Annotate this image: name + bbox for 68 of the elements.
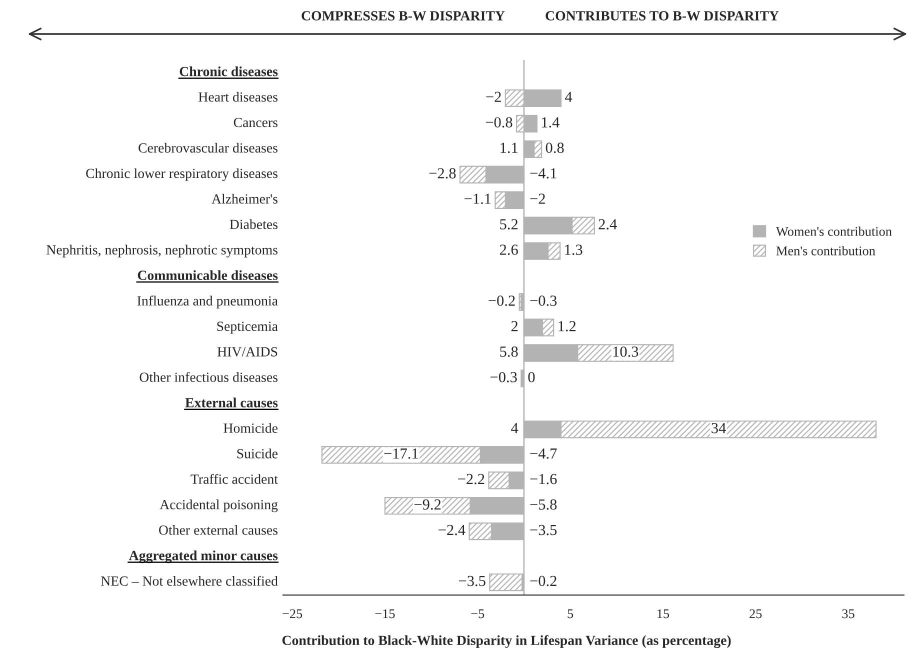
x-tick-label: 5 — [568, 609, 574, 618]
y-tick-label: Chronic diseases — [180, 66, 278, 76]
data-label: −2 — [486, 92, 501, 102]
data-label: 2.4 — [598, 219, 617, 230]
data-label: −0.3 — [490, 372, 517, 382]
y-tick-label: NEC – Not elsewhere classified — [100, 576, 278, 586]
y-tick-label: Other external causes — [159, 525, 278, 535]
y-tick-label: Septicemia — [217, 322, 278, 334]
data-label: −0.2 — [530, 576, 556, 586]
y-tick-label: Aggregated minor causes — [128, 550, 278, 564]
data-label: 4 — [565, 92, 572, 102]
y-tick-label: Accidental poisoning — [160, 500, 278, 512]
data-label: −0.3 — [530, 296, 557, 306]
y-tick-label: Alzheimer's — [212, 194, 278, 204]
data-label: −3.5 — [459, 576, 486, 586]
data-label: −4.1 — [530, 168, 556, 179]
data-label: −9.2 — [414, 499, 441, 510]
text: CONTRIBUTES TO B-W DISPARITY — [546, 11, 779, 21]
legend-label: Women's contribution — [776, 226, 892, 236]
data-label: −0.2 — [488, 296, 515, 306]
y-tick-label: Influenza and pneumonia — [137, 296, 278, 308]
data-label: 1.4 — [542, 117, 560, 128]
x-axis-title: Contribution to Black-White Disparity in Lifespan Variance (as percentage) — [282, 635, 731, 648]
y-tick-label: Communicable diseases — [138, 270, 278, 280]
data-label: 1.3 — [565, 244, 582, 255]
y-tick-label: Nephritis, nephrosis, nephrotic symptoms — [46, 244, 278, 258]
data-label: −1.6 — [530, 474, 557, 484]
text: COMPRESSES B-W DISPARITY — [302, 11, 505, 21]
bar — [489, 573, 523, 592]
data-label: −2 — [530, 194, 545, 204]
y-tick-label: HIV/AIDS — [217, 347, 278, 357]
data-label: −2.8 — [429, 168, 456, 179]
y-tick-label: Chronic lower respiratory diseases — [86, 168, 278, 181]
x-tick-label: −15 — [375, 609, 395, 618]
x-tick-label: 15 — [658, 609, 670, 618]
data-label: 4 — [511, 423, 518, 434]
data-label: −2.4 — [438, 524, 466, 536]
x-tick-label: −25 — [282, 609, 302, 618]
legend-label: Men's contribution — [776, 246, 876, 256]
x-tick-label: 35 — [842, 609, 854, 618]
y-tick-label: Cerebrovascular diseases — [138, 142, 278, 153]
y-tick-label: Heart diseases — [198, 92, 278, 102]
data-label: 1.2 — [558, 321, 576, 332]
y-tick-label: Other infectious diseases — [140, 372, 278, 382]
data-label: 34 — [712, 422, 726, 434]
data-label: 10.3 — [613, 346, 638, 357]
y-tick-label: External causes — [185, 398, 278, 408]
data-label: 0 — [528, 372, 535, 382]
y-tick-label: Cancers — [234, 118, 278, 128]
data-label: −1.1 — [464, 194, 491, 204]
data-label: −0.8 — [486, 117, 512, 128]
data-label: −5.8 — [530, 499, 557, 510]
y-tick-label: Homicide — [224, 423, 278, 433]
data-label: −17.1 — [384, 448, 418, 459]
data-label: 0.8 — [546, 142, 564, 154]
data-label: 1.1 — [500, 142, 518, 154]
data-label: −2.2 — [458, 474, 484, 484]
data-label: −3.5 — [530, 524, 557, 536]
x-tick-label: −5 — [471, 609, 484, 618]
x-tick-label: 25 — [750, 609, 762, 618]
y-tick-label: Diabetes — [230, 219, 278, 230]
data-label: −4.7 — [530, 448, 557, 459]
y-tick-label: Traffic accident — [190, 474, 278, 484]
data-label: 2 — [511, 321, 518, 332]
data-label: 5.2 — [500, 219, 518, 230]
data-label: 5.8 — [500, 346, 518, 357]
data-label: 2.6 — [500, 244, 518, 255]
y-tick-label: Suicide — [237, 448, 278, 458]
